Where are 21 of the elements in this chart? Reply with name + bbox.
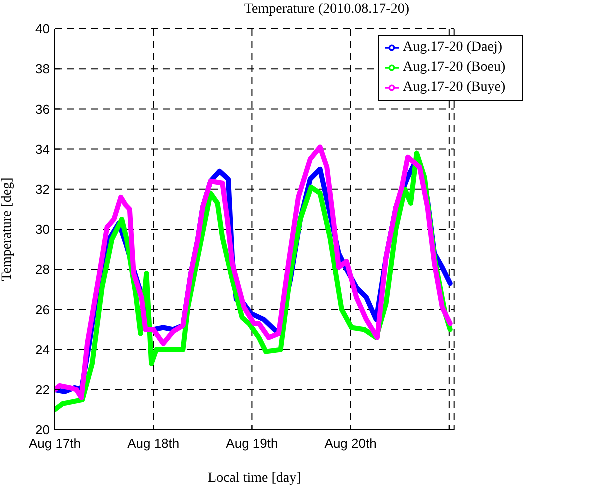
x-tick-label: Aug 17th: [28, 436, 82, 452]
y-tick-label: 22: [36, 382, 50, 398]
x-tick-label: Aug 19th: [226, 436, 278, 452]
x-tick-label: Aug 20th: [324, 436, 377, 452]
y-tick-label: 24: [36, 342, 50, 358]
y-tick-label: 32: [36, 182, 50, 198]
y-tick-label: 34: [36, 142, 50, 157]
y-tick-label: 26: [36, 302, 50, 318]
y-axis-title: Temperature [deg]: [0, 178, 15, 282]
legend-label: Aug.17-20 (Daej): [403, 40, 503, 55]
x-axis-title: Local time [day]: [208, 471, 302, 486]
y-tick-label: 30: [36, 222, 50, 238]
y-tick-label: 20: [36, 422, 50, 438]
y-tick-label: 28: [36, 262, 50, 278]
x-tick-label: Aug 18th: [128, 436, 180, 452]
y-tick-label: 38: [36, 62, 50, 77]
y-tick-label: 40: [36, 22, 50, 37]
legend-label: Aug.17-20 (Boeu): [403, 60, 506, 75]
chart-title: Temperature (2010.08.17-20): [243, 2, 411, 18]
legend-label: Aug.17-20 (Buye): [403, 80, 506, 95]
y-tick-label: 36: [36, 102, 50, 117]
